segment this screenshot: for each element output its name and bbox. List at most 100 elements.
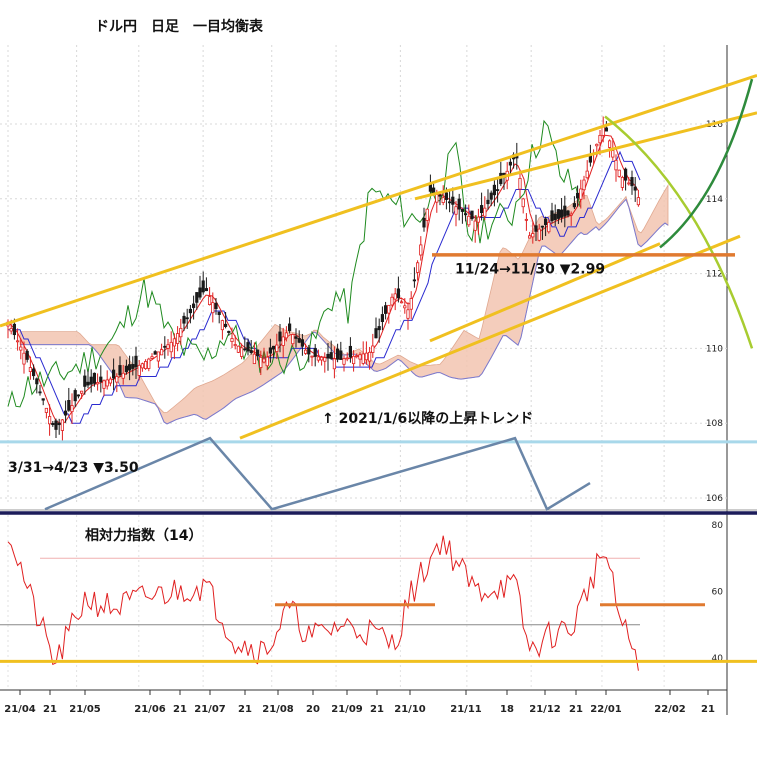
candle-body xyxy=(454,206,458,215)
candle-body xyxy=(268,347,273,354)
candle-body xyxy=(345,357,349,360)
candle-body xyxy=(38,391,42,394)
candle-body xyxy=(483,207,487,217)
candle-body xyxy=(364,352,369,361)
candle-body xyxy=(185,317,189,320)
candle-body xyxy=(569,213,573,216)
candle-body xyxy=(236,345,240,353)
candle-body xyxy=(582,179,586,191)
candle-body xyxy=(96,382,100,385)
candle-body xyxy=(243,348,247,351)
candle-body xyxy=(323,357,327,362)
candle-body xyxy=(319,356,324,361)
candle-body xyxy=(73,390,77,402)
candle-body xyxy=(159,349,164,356)
x-tick-label: 21/05 xyxy=(69,704,101,715)
candle-body xyxy=(556,209,561,219)
candle-body xyxy=(54,420,58,430)
candle-body xyxy=(9,328,13,332)
candle-body xyxy=(495,189,500,191)
candle-body xyxy=(342,358,346,365)
candle-body xyxy=(233,344,237,347)
candle-body xyxy=(44,407,49,413)
candle-body xyxy=(147,358,151,369)
candle-body xyxy=(355,355,359,357)
candle-body xyxy=(579,188,583,200)
candle-body xyxy=(633,186,637,191)
x-tick-label: 22/01 xyxy=(590,704,622,715)
y-tick-label: 110 xyxy=(706,344,723,354)
candle-body xyxy=(19,346,23,351)
x-tick-label: 21 xyxy=(173,704,187,715)
x-tick-label: 21/10 xyxy=(394,704,426,715)
candle-body xyxy=(560,209,564,218)
x-tick-label: 21 xyxy=(370,704,384,715)
candle-body xyxy=(444,192,449,200)
candle-body xyxy=(188,308,192,314)
candle-body xyxy=(92,372,96,384)
x-tick-label: 21 xyxy=(701,704,715,715)
candle-body xyxy=(457,198,461,210)
candle-body xyxy=(326,353,330,359)
candle-body xyxy=(479,205,484,214)
candle-body xyxy=(70,405,74,413)
annotation-drop-apr: 3/31→4/23 ▼3.50 xyxy=(8,460,139,476)
x-tick-label: 20 xyxy=(306,704,320,715)
candle-body xyxy=(367,351,372,362)
candle-body xyxy=(595,143,599,147)
candle-body xyxy=(204,288,208,292)
candle-body xyxy=(550,210,554,222)
candle-body xyxy=(143,361,148,369)
candle-body xyxy=(335,348,340,360)
candle-body xyxy=(297,338,301,343)
x-tick-label: 21/06 xyxy=(134,704,166,715)
candle-body xyxy=(182,315,186,324)
x-tick-label: 21 xyxy=(238,704,252,715)
candle-body xyxy=(284,332,289,339)
candle-body xyxy=(15,340,20,343)
rsi-title: 相対力指数（14） xyxy=(85,527,202,544)
trend-channel-lower xyxy=(239,234,741,440)
candle-body xyxy=(105,379,109,387)
candle-body xyxy=(166,344,170,349)
candle-body xyxy=(630,177,634,187)
candle-body xyxy=(585,170,589,179)
candle-body xyxy=(278,331,282,342)
candle-body xyxy=(57,422,61,426)
candle-body xyxy=(32,368,36,377)
candle-body xyxy=(307,347,311,355)
trend-channel-lower-2 xyxy=(429,242,661,343)
candle-body xyxy=(22,352,26,365)
candle-body xyxy=(25,350,29,360)
x-tick-label: 21 xyxy=(569,704,583,715)
candle-body xyxy=(614,159,618,171)
candle-body xyxy=(99,376,103,383)
candle-body xyxy=(624,168,628,181)
candle-body xyxy=(460,209,465,212)
candle-body xyxy=(441,197,445,204)
rsi-line xyxy=(7,535,639,671)
candle-body xyxy=(211,302,215,314)
candle-body xyxy=(406,309,410,319)
candle-body xyxy=(383,305,388,314)
candle-body xyxy=(531,233,535,238)
candle-body xyxy=(134,355,138,368)
candle-body xyxy=(428,184,433,192)
rsi-y-tick-label: 40 xyxy=(712,654,724,664)
candle-body xyxy=(223,323,228,327)
candle-body xyxy=(316,356,321,361)
trend-channel-upper xyxy=(0,73,757,328)
candle-body xyxy=(102,380,106,389)
candle-body xyxy=(399,301,404,304)
candle-body xyxy=(422,217,426,228)
candle-body xyxy=(617,169,621,177)
candle-body xyxy=(163,345,167,348)
candle-body xyxy=(51,422,55,426)
candle-body xyxy=(86,381,90,386)
candle-body xyxy=(294,336,298,339)
y-tick-label: 108 xyxy=(706,419,723,429)
candle-body xyxy=(28,367,33,372)
candle-body xyxy=(137,364,141,376)
x-tick-label: 21/04 xyxy=(4,704,36,715)
